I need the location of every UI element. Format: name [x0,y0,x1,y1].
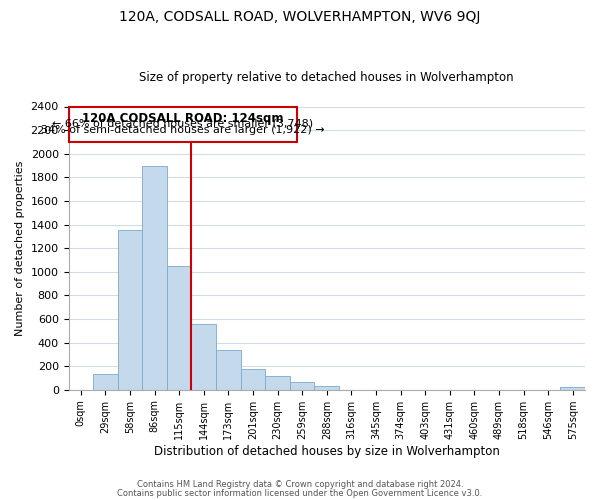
Text: 120A CODSALL ROAD: 124sqm: 120A CODSALL ROAD: 124sqm [82,112,284,125]
Text: Contains HM Land Registry data © Crown copyright and database right 2024.: Contains HM Land Registry data © Crown c… [137,480,463,489]
Bar [290,382,314,390]
Text: 120A, CODSALL ROAD, WOLVERHAMPTON, WV6 9QJ: 120A, CODSALL ROAD, WOLVERHAMPTON, WV6 9… [119,10,481,24]
Bar [216,350,241,390]
X-axis label: Distribution of detached houses by size in Wolverhampton: Distribution of detached houses by size … [154,444,500,458]
Title: Size of property relative to detached houses in Wolverhampton: Size of property relative to detached ho… [139,72,514,85]
Text: 34% of semi-detached houses are larger (1,922) →: 34% of semi-detached houses are larger (… [41,126,325,136]
Bar [93,374,118,390]
Bar [118,230,142,390]
FancyBboxPatch shape [68,106,297,142]
Bar [265,376,290,390]
Bar [191,324,216,390]
Bar [560,387,585,390]
Bar [142,166,167,390]
Bar [167,266,191,390]
Y-axis label: Number of detached properties: Number of detached properties [15,160,25,336]
Bar [314,386,339,390]
Text: ← 66% of detached houses are smaller (3,748): ← 66% of detached houses are smaller (3,… [52,119,313,129]
Bar [241,369,265,390]
Text: Contains public sector information licensed under the Open Government Licence v3: Contains public sector information licen… [118,488,482,498]
